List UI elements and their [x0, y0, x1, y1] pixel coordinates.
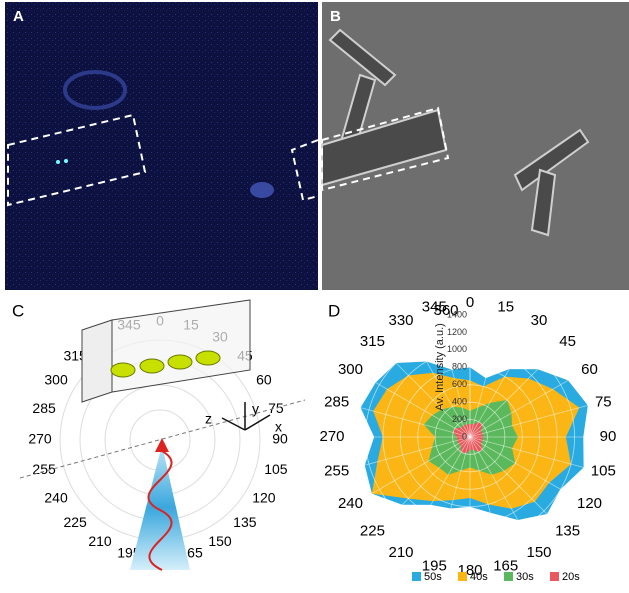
legend-swatch — [550, 572, 559, 581]
legend-label: 30s — [516, 571, 534, 583]
category-label: 150 — [526, 544, 551, 561]
panel-label: A — [13, 8, 24, 25]
r-tick-label: 200 — [452, 414, 467, 424]
category-label: 345 — [422, 299, 447, 316]
category-label: 270 — [319, 428, 344, 445]
category-label: 255 — [324, 463, 349, 480]
spoke — [352, 436, 471, 469]
category-label: 15 — [497, 299, 514, 316]
spoke — [364, 436, 471, 499]
legend-label: 40s — [470, 571, 488, 583]
angle-label: 255 — [32, 461, 56, 477]
legend-swatch — [412, 572, 421, 581]
category-label: 0 — [466, 294, 474, 311]
r-tick-label: 0 — [462, 431, 467, 441]
r-tick-label: 600 — [452, 379, 467, 389]
r-tick-label: 1200 — [447, 327, 467, 337]
legend-label: 50s — [424, 571, 442, 583]
category-label: 105 — [591, 463, 616, 480]
crystals — [321, 28, 590, 237]
nanowire-schematic — [19, 299, 306, 571]
fluorescence-image — [5, 2, 318, 290]
spoke — [352, 405, 471, 438]
spoke — [364, 375, 471, 438]
radar-chart: 0 153045607590105120135150165180195210225… — [319, 294, 616, 583]
category-label: 30 — [531, 312, 548, 329]
angle-label: 210 — [88, 533, 112, 549]
spoke — [469, 350, 557, 438]
spoke — [469, 375, 576, 438]
angle-label: 135 — [233, 514, 257, 530]
category-label: 315 — [360, 333, 385, 350]
category-label: 90 — [600, 428, 617, 445]
category-label: 165 — [493, 557, 518, 574]
category-label: 135 — [555, 523, 580, 540]
spoke — [469, 436, 576, 499]
legend-swatch — [458, 572, 467, 581]
angle-label: 315 — [63, 347, 87, 363]
spoke — [469, 331, 532, 438]
category-label: 360 — [433, 302, 458, 319]
axis-label: Av. Intensity (a.u.) — [434, 323, 446, 411]
spoke — [469, 405, 588, 438]
angle-label: 75 — [268, 400, 284, 416]
category-label: 225 — [360, 523, 385, 540]
angle-label: 285 — [32, 400, 56, 416]
category-label: 330 — [388, 312, 413, 329]
category-label: 60 — [581, 361, 598, 378]
axis-label: z — [205, 411, 212, 427]
spoke — [469, 436, 557, 524]
legend-label: 20s — [562, 571, 580, 583]
selection-box — [7, 113, 147, 207]
r-tick-label: 400 — [452, 397, 467, 407]
spoke — [383, 350, 471, 438]
selection-box — [321, 106, 450, 192]
spoke — [383, 436, 471, 524]
angle-label: 270 — [28, 431, 52, 447]
spoke — [469, 436, 502, 555]
panel-label: B — [330, 8, 341, 25]
category-label: 120 — [577, 495, 602, 512]
spoke — [469, 436, 588, 469]
angle-label: 90 — [272, 431, 288, 447]
legend-swatch — [504, 572, 513, 581]
spoke — [408, 331, 471, 438]
r-tick-label: 1000 — [447, 344, 467, 354]
crystal-outline — [63, 70, 127, 110]
axis-label: x — [275, 419, 282, 435]
angle-label: 120 — [252, 490, 276, 506]
crystal-outline — [250, 182, 274, 198]
category-label: 195 — [422, 557, 447, 574]
spoke — [469, 436, 532, 543]
category-label: 210 — [388, 544, 413, 561]
angle-label: 300 — [44, 372, 68, 388]
spoke — [438, 319, 471, 438]
category-label: 45 — [559, 333, 576, 350]
r-tick-label: 1400 — [447, 309, 467, 319]
category-label: 75 — [595, 393, 612, 410]
spoke — [408, 436, 471, 543]
selection-box — [290, 139, 319, 202]
emission-spot — [56, 160, 60, 164]
angle-label: 240 — [44, 490, 68, 506]
angle-label: 150 — [208, 533, 232, 549]
angle-label: 60 — [256, 372, 272, 388]
r-tick-label: 800 — [452, 362, 467, 372]
category-label: 285 — [324, 393, 349, 410]
angle-label: 105 — [264, 461, 288, 477]
spoke — [469, 319, 502, 438]
spoke — [438, 436, 471, 555]
angle-label: 225 — [63, 514, 87, 530]
axis-label: y — [252, 401, 259, 417]
panel-label: C — [12, 301, 24, 320]
category-label: 240 — [338, 495, 363, 512]
panel-label: D — [328, 301, 340, 320]
emission-spot — [64, 159, 68, 163]
category-label: 300 — [338, 361, 363, 378]
